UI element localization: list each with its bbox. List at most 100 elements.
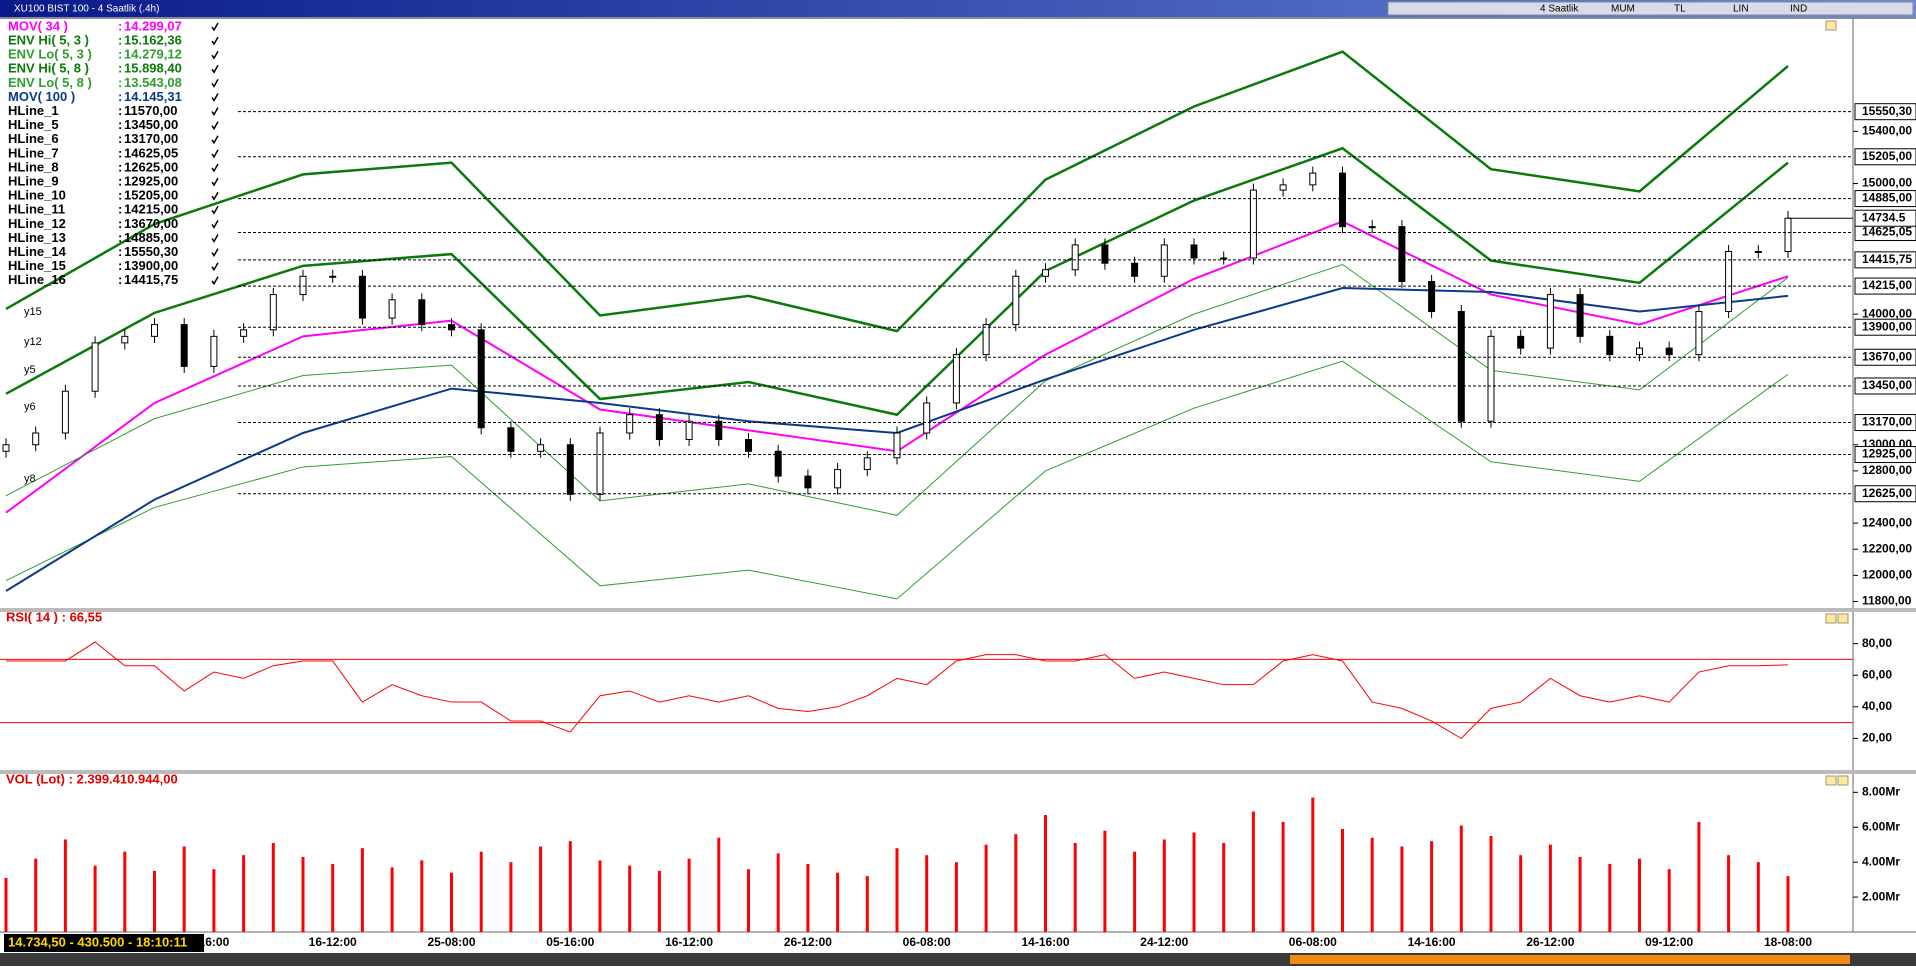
- x-tick-label: 16-12:00: [309, 935, 357, 949]
- legend-colon: :: [118, 174, 122, 189]
- volume-bar: [1638, 858, 1641, 932]
- toolbar-button[interactable]: MUM: [1611, 4, 1635, 15]
- volume-bar: [776, 853, 780, 932]
- legend-check[interactable]: [211, 276, 219, 286]
- volume-bar: [836, 872, 840, 932]
- panel-close[interactable]: [1837, 775, 1849, 786]
- legend-name: HLine_10: [8, 188, 66, 203]
- candle-body: [1606, 335, 1614, 356]
- legend-value: 14.279,12: [124, 47, 182, 62]
- volume-bar: [657, 870, 661, 932]
- scrollbar-thumb[interactable]: [1290, 955, 1850, 964]
- legend-colon: :: [118, 272, 122, 287]
- candle-body: [210, 335, 218, 367]
- volume-bar: [1251, 811, 1255, 932]
- legend-check[interactable]: [211, 163, 219, 173]
- candle-body: [1636, 347, 1643, 356]
- x-tick-label: 16-12:00: [665, 935, 713, 949]
- hline-tag: [1854, 348, 1916, 366]
- volume-bar: [1727, 855, 1731, 932]
- x-tick-label: 18-08:00: [1764, 935, 1812, 949]
- candle-body: [1517, 335, 1525, 349]
- candle-body: [1220, 257, 1228, 260]
- candle-body: [299, 275, 307, 296]
- panel-close[interactable]: [1837, 613, 1849, 624]
- toolbar-button[interactable]: 4 Saatlik: [1540, 4, 1579, 15]
- legend-check[interactable]: [211, 64, 219, 74]
- legend-check[interactable]: [211, 36, 219, 46]
- toolbar-button[interactable]: TL: [1674, 4, 1686, 15]
- candle-body: [61, 390, 69, 434]
- legend-check[interactable]: [211, 50, 219, 60]
- volume-bar: [1430, 841, 1434, 932]
- volume-bar: [1578, 856, 1582, 932]
- y-tick-label: 2.00Mr: [1862, 889, 1900, 903]
- rsi-plot: [0, 641, 1853, 740]
- legend-check[interactable]: [211, 107, 219, 117]
- hline-tag: [1854, 485, 1916, 503]
- panel-button[interactable]: [1825, 20, 1837, 31]
- panel-button[interactable]: [1825, 613, 1837, 624]
- toolbar-button[interactable]: LIN: [1733, 4, 1749, 15]
- candle-body: [1368, 226, 1376, 229]
- hline-tag-label: 13900,00: [1862, 319, 1912, 333]
- annotation: y15: [24, 306, 42, 318]
- x-tick-label: 09-12:00: [1645, 935, 1693, 949]
- candle-body: [1101, 244, 1109, 264]
- volume-bar: [895, 848, 899, 932]
- volume-bar: [1162, 839, 1166, 932]
- x-tick-label: 06-08:00: [1289, 935, 1337, 949]
- legend-check[interactable]: [211, 248, 219, 258]
- candle-body: [91, 342, 99, 392]
- legend-check[interactable]: [211, 121, 219, 131]
- legend-check[interactable]: [211, 22, 219, 32]
- hline-tag: [1854, 377, 1916, 395]
- volume-bar: [1281, 822, 1285, 932]
- volume-bar: [1044, 815, 1047, 932]
- legend-check[interactable]: [211, 262, 219, 272]
- hline-tag: [1854, 103, 1916, 121]
- legend-check[interactable]: [211, 177, 219, 187]
- volume-bar: [806, 863, 810, 932]
- legend-value: 15550,30: [124, 244, 178, 259]
- candle-body: [1190, 244, 1198, 259]
- volume-bar: [717, 837, 721, 932]
- legend-name: HLine_14: [8, 244, 67, 259]
- legend-check[interactable]: [211, 93, 219, 102]
- candle-body: [982, 324, 990, 356]
- y-tick-label: 14000,00: [1862, 306, 1912, 320]
- candle-body: [1012, 275, 1020, 326]
- legend-check[interactable]: [211, 191, 219, 201]
- legend-name: HLine_12: [8, 216, 66, 231]
- y-tick-label: 8.00Mr: [1862, 785, 1900, 799]
- candle-body: [893, 432, 901, 459]
- volume-bar: [1489, 835, 1493, 932]
- toolbar-button[interactable]: IND: [1790, 4, 1807, 15]
- candle-body: [863, 457, 871, 471]
- legend-value: 14415,75: [124, 272, 178, 287]
- candle-body: [1665, 347, 1673, 356]
- hline-tag-label: 14625,05: [1862, 225, 1912, 239]
- y-tick-label: 80,00: [1862, 636, 1892, 650]
- annotation: y8: [24, 473, 36, 485]
- volume-bar: [450, 872, 453, 932]
- y-tick-label: 12400,00: [1862, 515, 1912, 529]
- legend-colon: :: [118, 75, 122, 90]
- legend-check[interactable]: [211, 220, 219, 229]
- x-tick-label: 16:00: [199, 935, 230, 949]
- panel-button[interactable]: [1825, 775, 1837, 786]
- candle-body: [952, 354, 960, 404]
- legend-check[interactable]: [211, 205, 219, 215]
- legend-check[interactable]: [211, 135, 219, 145]
- legend-check[interactable]: [211, 79, 219, 88]
- candle-body: [1309, 172, 1317, 186]
- legend-check[interactable]: [211, 149, 219, 159]
- hline-tag-label: 13450,00: [1862, 378, 1912, 392]
- volume-bar: [747, 869, 750, 932]
- candle-body: [388, 299, 396, 319]
- legend-check[interactable]: [211, 234, 219, 243]
- volume-bar: [1608, 863, 1612, 932]
- hline-tag: [1854, 277, 1916, 295]
- candle-body: [685, 420, 693, 441]
